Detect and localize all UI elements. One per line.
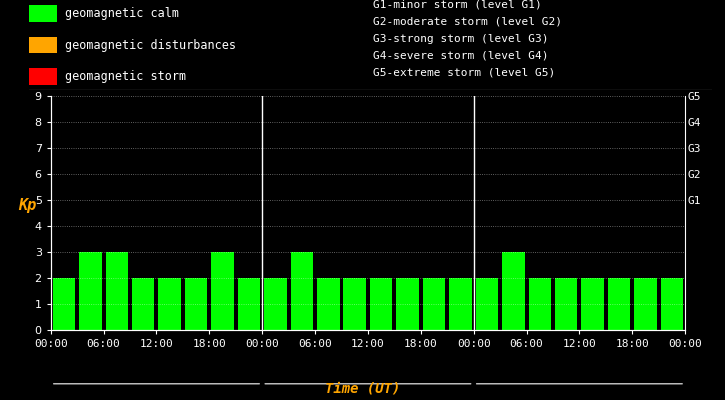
Bar [529,278,551,330]
Bar [29,6,57,22]
Bar [185,278,207,330]
Bar [211,252,233,330]
Bar [344,278,366,330]
Bar [79,252,102,330]
Bar [555,278,577,330]
Y-axis label: Kp: Kp [19,198,37,213]
Text: G1-minor storm (level G1): G1-minor storm (level G1) [373,0,542,10]
Bar [317,278,339,330]
Bar [581,278,604,330]
Bar [106,252,128,330]
Text: G2-moderate storm (level G2): G2-moderate storm (level G2) [373,17,563,26]
Bar [132,278,154,330]
Bar [397,278,419,330]
Bar [476,278,498,330]
Text: G3-strong storm (level G3): G3-strong storm (level G3) [373,34,549,44]
Bar [238,278,260,330]
Bar [370,278,392,330]
Bar [634,278,657,330]
Bar [264,278,286,330]
Text: geomagnetic disturbances: geomagnetic disturbances [65,38,236,52]
Bar [660,278,683,330]
Bar [423,278,445,330]
Text: G4-severe storm (level G4): G4-severe storm (level G4) [373,51,549,61]
Text: geomagnetic storm: geomagnetic storm [65,70,186,83]
Bar [29,37,57,53]
Bar [159,278,181,330]
Bar [450,278,472,330]
Text: Time (UT): Time (UT) [325,382,400,396]
Text: geomagnetic calm: geomagnetic calm [65,7,179,20]
Text: G5-extreme storm (level G5): G5-extreme storm (level G5) [373,68,555,78]
Bar [291,252,313,330]
Bar [502,252,525,330]
Bar [29,68,57,85]
Bar [608,278,630,330]
Bar [53,278,75,330]
